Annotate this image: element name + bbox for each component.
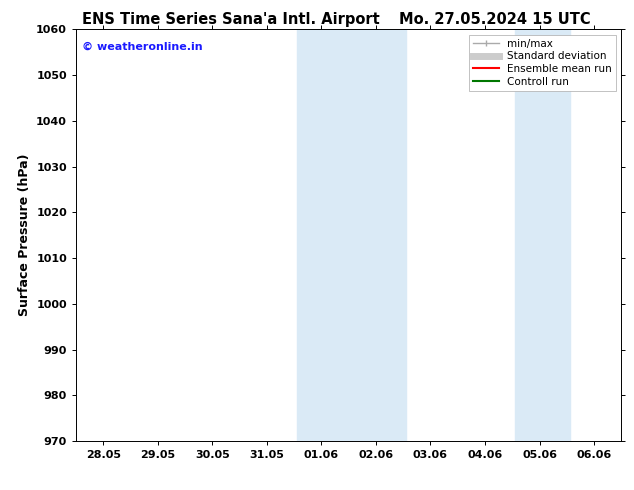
Text: © weatheronline.in: © weatheronline.in: [82, 42, 202, 52]
Y-axis label: Surface Pressure (hPa): Surface Pressure (hPa): [18, 154, 30, 317]
Bar: [349, 29, 406, 441]
Legend: min/max, Standard deviation, Ensemble mean run, Controll run: min/max, Standard deviation, Ensemble me…: [469, 35, 616, 91]
Bar: [297, 29, 349, 441]
Text: ENS Time Series Sana'a Intl. Airport: ENS Time Series Sana'a Intl. Airport: [82, 12, 380, 27]
Text: Mo. 27.05.2024 15 UTC: Mo. 27.05.2024 15 UTC: [399, 12, 591, 27]
Bar: [515, 29, 569, 441]
